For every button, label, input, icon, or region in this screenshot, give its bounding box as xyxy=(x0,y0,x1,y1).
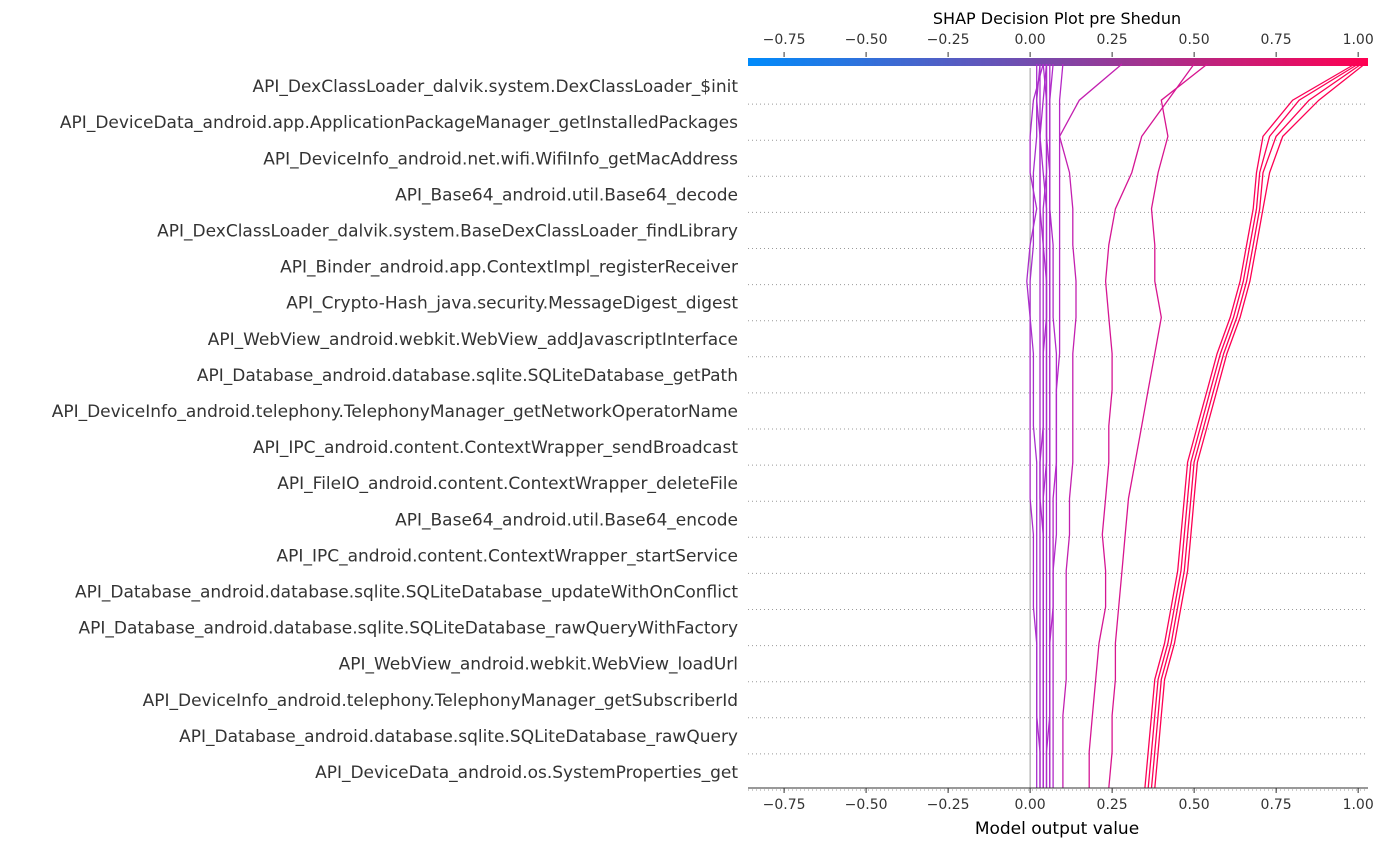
feature-label: API_IPC_android.content.ContextWrapper_s… xyxy=(253,438,738,458)
decision-lines xyxy=(1026,63,1366,789)
decision-line xyxy=(1150,63,1362,789)
feature-label: API_Database_android.database.sqlite.SQL… xyxy=(197,366,738,386)
chart-title: SHAP Decision Plot pre Shedun xyxy=(933,9,1181,28)
top-tick-label: −0.25 xyxy=(927,32,970,48)
feature-label: API_Database_android.database.sqlite.SQL… xyxy=(179,727,738,747)
top-axis: −0.75 −0.50 −0.25 0.00 0.25 0.50 0.75 1.00 xyxy=(763,32,1374,57)
top-tick-label: 1.00 xyxy=(1343,32,1374,48)
decision-line xyxy=(1154,63,1366,789)
bottom-tick-label: 0.75 xyxy=(1261,797,1292,813)
feature-label: API_Base64_android.util.Base64_decode xyxy=(395,185,738,205)
feature-label: API_Binder_android.app.ContextImpl_regis… xyxy=(280,258,738,278)
feature-label: API_IPC_android.content.ContextWrapper_s… xyxy=(277,546,738,566)
feature-label: API_DeviceInfo_android.telephony.Telepho… xyxy=(52,402,738,422)
top-tick-label: −0.50 xyxy=(845,32,888,48)
decision-line xyxy=(1088,63,1195,788)
decision-line xyxy=(1049,63,1058,788)
decision-line xyxy=(1147,63,1359,789)
top-tick-label: 0.50 xyxy=(1179,32,1210,48)
bottom-tick-label: 0.50 xyxy=(1179,797,1210,813)
top-tick-label: −0.75 xyxy=(763,32,806,48)
bottom-tick-label: −0.25 xyxy=(927,797,970,813)
feature-separators xyxy=(748,103,1368,791)
bottom-tick-label: −0.50 xyxy=(845,797,888,813)
colorbar xyxy=(748,58,1368,66)
feature-label: API_DexClassLoader_dalvik.system.DexClas… xyxy=(253,77,739,97)
bottom-axis: −0.75 −0.50 −0.25 0.00 0.25 0.50 0.75 1.00 xyxy=(748,787,1374,813)
top-tick-label: 0.25 xyxy=(1097,32,1128,48)
decision-line xyxy=(1026,63,1044,788)
decision-line xyxy=(1036,63,1048,788)
decision-line xyxy=(1045,64,1051,788)
feature-label: API_Database_android.database.sqlite.SQL… xyxy=(75,582,738,602)
bottom-tick-label: 1.00 xyxy=(1343,797,1374,813)
feature-label: API_WebView_android.webkit.WebView_loadU… xyxy=(339,655,738,675)
top-tick-label: 0.00 xyxy=(1015,32,1046,48)
bottom-tick-label: 0.00 xyxy=(1015,797,1046,813)
feature-label: API_DeviceData_android.app.ApplicationPa… xyxy=(60,113,738,133)
decision-line xyxy=(1144,63,1356,789)
feature-label: API_DeviceInfo_android.telephony.Telepho… xyxy=(143,691,738,711)
feature-label: API_Database_android.database.sqlite.SQL… xyxy=(78,619,738,639)
decision-line xyxy=(1058,63,1123,788)
feature-label: API_DexClassLoader_dalvik.system.BaseDex… xyxy=(157,221,738,241)
bottom-tick-label: 0.25 xyxy=(1097,797,1128,813)
bottom-tick-label: −0.75 xyxy=(763,797,806,813)
feature-label: API_DeviceData_android.os.SystemProperti… xyxy=(315,763,738,783)
feature-labels: API_DexClassLoader_dalvik.system.DexClas… xyxy=(52,77,739,783)
top-tick-label: 0.75 xyxy=(1261,32,1292,48)
feature-label: API_Base64_android.util.Base64_encode xyxy=(395,510,738,530)
feature-label: API_Crypto-Hash_java.security.MessageDig… xyxy=(286,294,738,314)
decision-line xyxy=(1042,64,1048,788)
decision-line xyxy=(1108,63,1208,789)
feature-label: API_DeviceInfo_android.net.wifi.WifiInfo… xyxy=(263,149,738,169)
decision-line xyxy=(1029,64,1038,788)
feature-label: API_WebView_android.webkit.WebView_addJa… xyxy=(208,330,738,350)
feature-label: API_FileIO_android.content.ContextWrappe… xyxy=(277,474,738,494)
x-axis-title: Model output value xyxy=(975,819,1139,839)
